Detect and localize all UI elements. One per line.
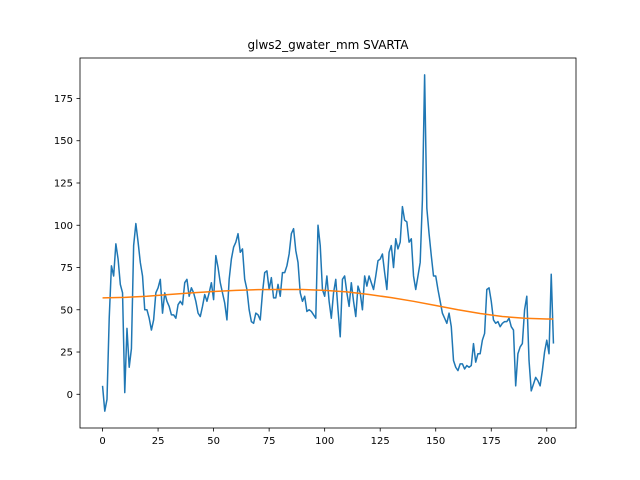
x-tick-label: 175 <box>482 436 501 447</box>
y-tick-label: 100 <box>54 221 73 232</box>
chart-title: glws2_gwater_mm SVARTA <box>248 38 410 52</box>
x-tick-label: 75 <box>263 436 276 447</box>
y-tick-label: 75 <box>60 263 73 274</box>
y-tick-label: 175 <box>54 94 73 105</box>
y-tick-label: 125 <box>54 178 73 189</box>
y-tick-label: 150 <box>54 136 73 147</box>
x-tick-label: 25 <box>152 436 165 447</box>
y-tick-label: 50 <box>60 305 73 316</box>
x-tick-label: 200 <box>537 436 556 447</box>
x-tick-label: 100 <box>315 436 334 447</box>
plot-frame <box>79 57 577 429</box>
y-tick-label: 0 <box>67 390 73 401</box>
y-tick-label: 25 <box>60 348 73 359</box>
x-tick-label: 150 <box>426 436 445 447</box>
x-tick-label: 0 <box>99 436 105 447</box>
line-series <box>101 74 555 412</box>
line-series <box>102 288 554 320</box>
x-tick-label: 50 <box>207 436 220 447</box>
x-tick-label: 125 <box>371 436 390 447</box>
